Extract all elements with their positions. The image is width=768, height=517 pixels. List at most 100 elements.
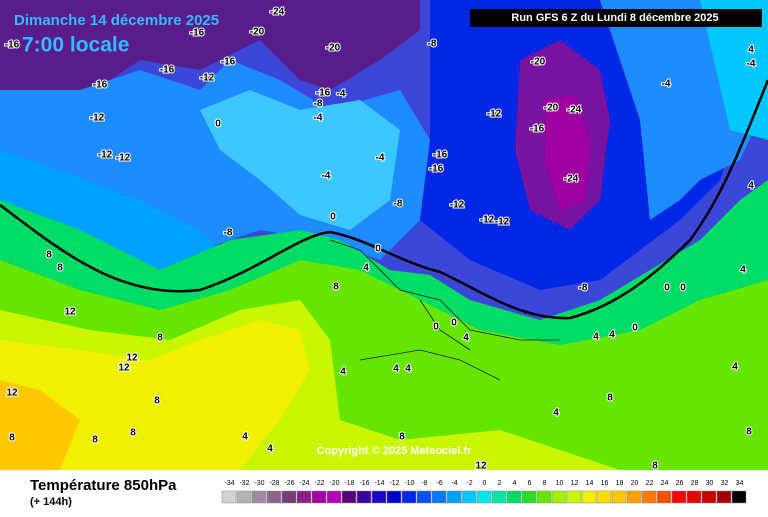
- colorbar-label: 0: [483, 480, 487, 487]
- contour-label: -8: [428, 39, 437, 50]
- colorbar-cell: [356, 490, 372, 504]
- run-box: [470, 9, 762, 27]
- colorbar-label: 26: [676, 480, 684, 487]
- contour-label: 4: [593, 332, 599, 343]
- contour-label: 4: [463, 333, 469, 344]
- run-info: Run GFS 6 Z du Lundi 8 décembre 2025: [511, 12, 718, 24]
- colorbar-label: -18: [344, 480, 354, 487]
- contour-label: -16: [5, 40, 20, 51]
- colorbar-label: -28: [269, 480, 279, 487]
- colorbar-cell: [551, 490, 567, 504]
- colorbar-cell: [461, 490, 477, 504]
- colorbar-cell: [446, 490, 462, 504]
- contour-label: 4: [340, 367, 346, 378]
- contour-label: 8: [399, 432, 405, 443]
- contour-label: -12: [495, 217, 510, 228]
- colorbar-cell: [731, 490, 747, 504]
- contour-label: 0: [680, 283, 686, 294]
- colorbar-label: 6: [528, 480, 532, 487]
- colorbar-label: -34: [224, 480, 234, 487]
- colorbar-label: 14: [586, 480, 594, 487]
- temperature-field: [0, 0, 768, 470]
- colorbar-label: 4: [513, 480, 517, 487]
- colorbar-cell: [341, 490, 357, 504]
- colorbar-label: -30: [254, 480, 264, 487]
- colorbar-cell: [371, 490, 387, 504]
- contour-label: -12: [450, 200, 465, 211]
- colorbar-cell: [221, 490, 237, 504]
- colorbar-cell: [686, 490, 702, 504]
- contour-label: 4: [748, 181, 754, 192]
- colorbar-label: 28: [691, 480, 699, 487]
- contour-label: -16: [433, 150, 448, 161]
- colorbar-cell: [386, 490, 402, 504]
- colorbar-cell: [656, 490, 672, 504]
- contour-label: 12: [118, 363, 130, 374]
- contour-label: -16: [160, 65, 175, 76]
- contour-label: -16: [93, 80, 108, 91]
- contour-label: -8: [314, 99, 323, 110]
- contour-label: -12: [480, 215, 495, 226]
- footer-title: Température 850hPa: [30, 477, 177, 494]
- colorbar-label: 24: [661, 480, 669, 487]
- colorbar-cell: [671, 490, 687, 504]
- contour-label: 8: [92, 435, 98, 446]
- contour-labels: -16 -16 -16 -12 -16 -20 -16 -20 -24 -8 -20 -20 -24 -1…: [4, 6, 757, 473]
- contour-label: 8: [333, 282, 339, 293]
- colorbar-cell: [596, 490, 612, 504]
- colorbar-cell: [581, 490, 597, 504]
- contour-label: -20: [544, 103, 559, 114]
- contour-label: 8: [607, 393, 613, 404]
- colorbar-cell: [701, 490, 717, 504]
- contour-label: 4: [267, 444, 273, 455]
- colorbar-label: -6: [436, 480, 442, 487]
- colorbar-label: -32: [239, 480, 249, 487]
- contour-label: 4: [363, 263, 369, 274]
- contour-label: 4: [609, 330, 615, 341]
- colorbar-label: -16: [359, 480, 369, 487]
- contour-label: -12: [90, 113, 105, 124]
- colorbar-cell: [311, 490, 327, 504]
- colorbar-label: 20: [631, 480, 639, 487]
- colorbar-label: -26: [284, 480, 294, 487]
- contour-label: 12: [6, 388, 18, 399]
- contour-label: 4: [732, 362, 738, 373]
- contour-label: -12: [116, 153, 131, 164]
- contour-label: -4: [314, 113, 323, 124]
- contour-label: -16: [316, 88, 331, 99]
- colorbar-label: 18: [616, 480, 624, 487]
- colorbar-label: 8: [543, 480, 547, 487]
- colorbar-label: 22: [646, 480, 654, 487]
- contour-label: -24: [567, 105, 582, 116]
- contour-label: 8: [9, 433, 15, 444]
- colorbar-label: 2: [498, 480, 502, 487]
- colorbar-label: -2: [466, 480, 472, 487]
- contour-label: 0: [215, 119, 221, 130]
- forecast-date: Dimanche 14 décembre 2025: [14, 12, 219, 29]
- contour-label: -20: [326, 43, 341, 54]
- colorbar-cell: [296, 490, 312, 504]
- contour-label: 4: [553, 408, 559, 419]
- colorbar-cell: [521, 490, 537, 504]
- contour-label: 8: [746, 427, 752, 438]
- colorbar-cell: [626, 490, 642, 504]
- colorbar-label: -22: [314, 480, 324, 487]
- contour-label: 4: [740, 265, 746, 276]
- contour-label: 0: [664, 283, 670, 294]
- colorbar-label: 32: [721, 480, 729, 487]
- colorbar-label: -24: [299, 480, 309, 487]
- contour-label: -16: [190, 28, 205, 39]
- contour-label: -16: [429, 164, 444, 175]
- contour-label: -4: [322, 171, 331, 182]
- colorbar-label: 34: [736, 480, 744, 487]
- contour-label: 8: [57, 263, 63, 274]
- contour-label: -4: [376, 153, 385, 164]
- contour-label: -24: [270, 7, 285, 18]
- colorbar-cell: [236, 490, 252, 504]
- contour-label: -20: [250, 27, 265, 38]
- contour-label: -8: [224, 228, 233, 239]
- colorbar-label: 12: [571, 480, 579, 487]
- contour-label: 8: [154, 396, 160, 407]
- contour-label: 12: [126, 353, 138, 364]
